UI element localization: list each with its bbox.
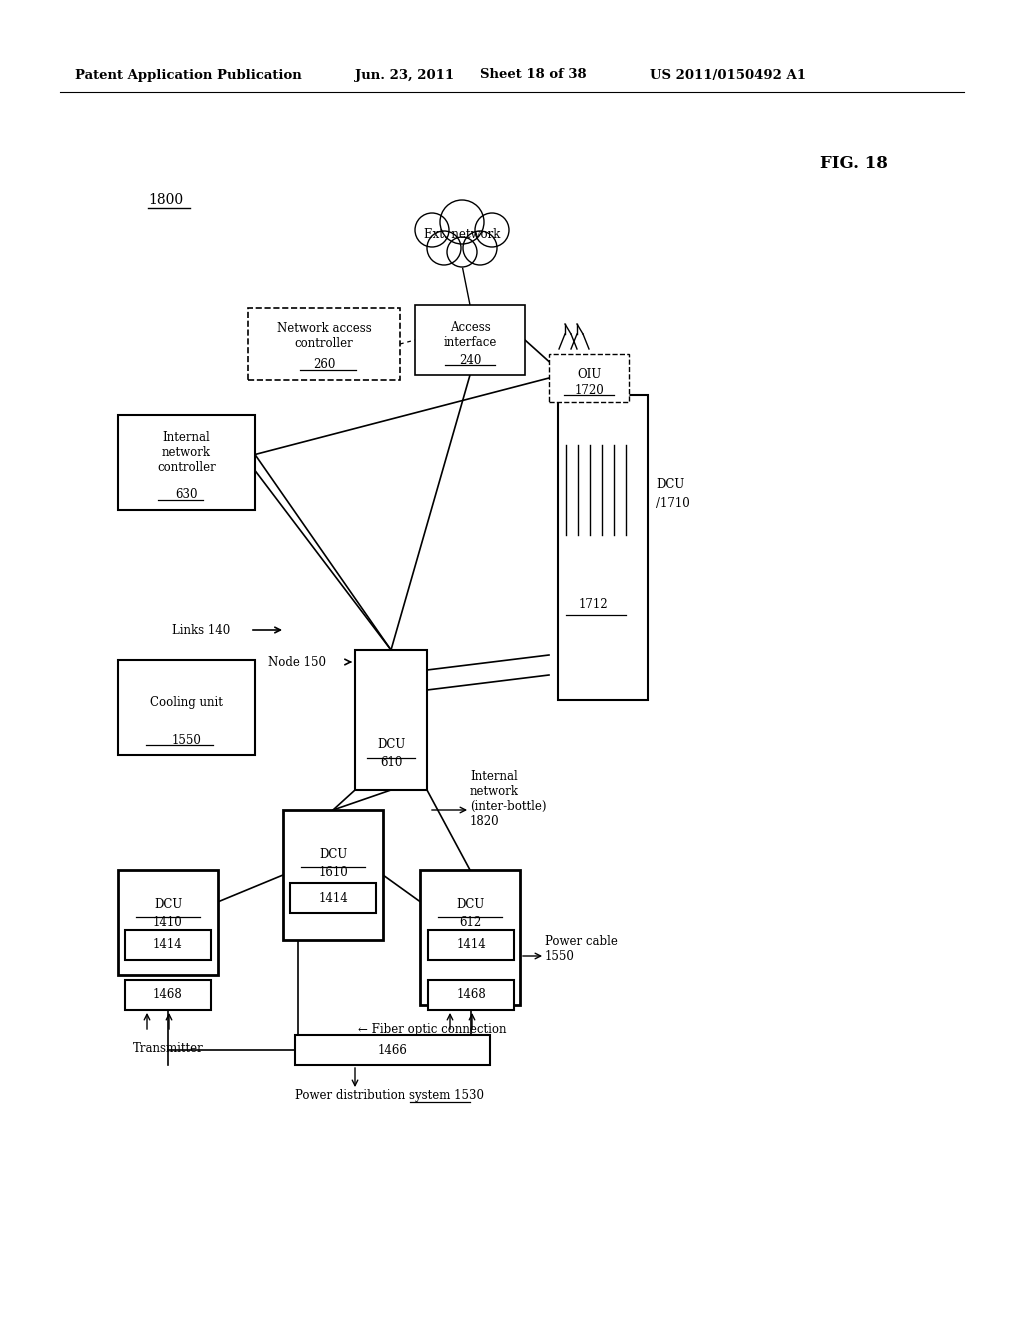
- Text: Cooling unit: Cooling unit: [151, 696, 223, 709]
- FancyBboxPatch shape: [248, 308, 400, 380]
- Text: Internal
network
(inter-bottle)
1820: Internal network (inter-bottle) 1820: [470, 770, 547, 828]
- Text: 610: 610: [380, 756, 402, 770]
- Text: 1712: 1712: [579, 598, 608, 611]
- FancyBboxPatch shape: [428, 931, 514, 960]
- Text: 1466: 1466: [378, 1044, 408, 1056]
- Text: DCU: DCU: [154, 899, 182, 912]
- Text: Jun. 23, 2011: Jun. 23, 2011: [355, 69, 454, 82]
- Text: Network access
controller: Network access controller: [276, 322, 372, 350]
- FancyBboxPatch shape: [428, 979, 514, 1010]
- FancyBboxPatch shape: [118, 870, 218, 975]
- Text: DCU: DCU: [377, 738, 406, 751]
- Circle shape: [475, 213, 509, 247]
- FancyBboxPatch shape: [118, 414, 255, 510]
- Text: 1414: 1414: [456, 939, 485, 952]
- FancyBboxPatch shape: [420, 870, 520, 1005]
- Text: Links 140: Links 140: [172, 623, 230, 636]
- Text: 630: 630: [175, 488, 198, 502]
- Text: Sheet 18 of 38: Sheet 18 of 38: [480, 69, 587, 82]
- Circle shape: [463, 231, 497, 265]
- Text: US 2011/0150492 A1: US 2011/0150492 A1: [650, 69, 806, 82]
- Text: 1468: 1468: [154, 989, 183, 1002]
- Text: Internal
network
controller: Internal network controller: [157, 432, 216, 474]
- Circle shape: [447, 238, 477, 267]
- FancyBboxPatch shape: [558, 395, 648, 700]
- FancyBboxPatch shape: [549, 354, 629, 403]
- Text: Ext. network: Ext. network: [424, 228, 500, 242]
- FancyBboxPatch shape: [355, 649, 427, 789]
- FancyBboxPatch shape: [295, 1035, 490, 1065]
- Text: 1800: 1800: [148, 193, 183, 207]
- Text: 1610: 1610: [318, 866, 348, 879]
- Text: DCU: DCU: [656, 479, 684, 491]
- FancyBboxPatch shape: [290, 883, 376, 913]
- FancyBboxPatch shape: [125, 979, 211, 1010]
- FancyBboxPatch shape: [283, 810, 383, 940]
- Text: DCU: DCU: [456, 899, 484, 912]
- Text: 1468: 1468: [456, 989, 485, 1002]
- Circle shape: [415, 213, 449, 247]
- FancyBboxPatch shape: [415, 305, 525, 375]
- Text: 240: 240: [459, 354, 481, 367]
- Text: /1710: /1710: [656, 496, 690, 510]
- Text: 1414: 1414: [154, 939, 183, 952]
- Text: 1720: 1720: [574, 384, 604, 396]
- Text: 1410: 1410: [154, 916, 183, 929]
- Text: Transmitter: Transmitter: [133, 1041, 204, 1055]
- Text: OIU: OIU: [577, 367, 601, 380]
- Text: 612: 612: [459, 916, 481, 929]
- Text: Power distribution system 1530: Power distribution system 1530: [295, 1089, 484, 1101]
- Circle shape: [427, 231, 461, 265]
- Text: FIG. 18: FIG. 18: [820, 154, 888, 172]
- Text: 1550: 1550: [172, 734, 202, 747]
- FancyBboxPatch shape: [125, 931, 211, 960]
- Text: 1414: 1414: [318, 891, 348, 904]
- Text: ← Fiber optic connection: ← Fiber optic connection: [358, 1023, 507, 1036]
- FancyBboxPatch shape: [118, 660, 255, 755]
- Circle shape: [440, 201, 484, 244]
- Text: Access
interface: Access interface: [443, 321, 497, 348]
- Text: Node 150: Node 150: [268, 656, 326, 668]
- Text: Patent Application Publication: Patent Application Publication: [75, 69, 302, 82]
- Text: Power cable
1550: Power cable 1550: [545, 935, 617, 964]
- Text: 260: 260: [312, 359, 335, 371]
- Text: DCU: DCU: [318, 849, 347, 862]
